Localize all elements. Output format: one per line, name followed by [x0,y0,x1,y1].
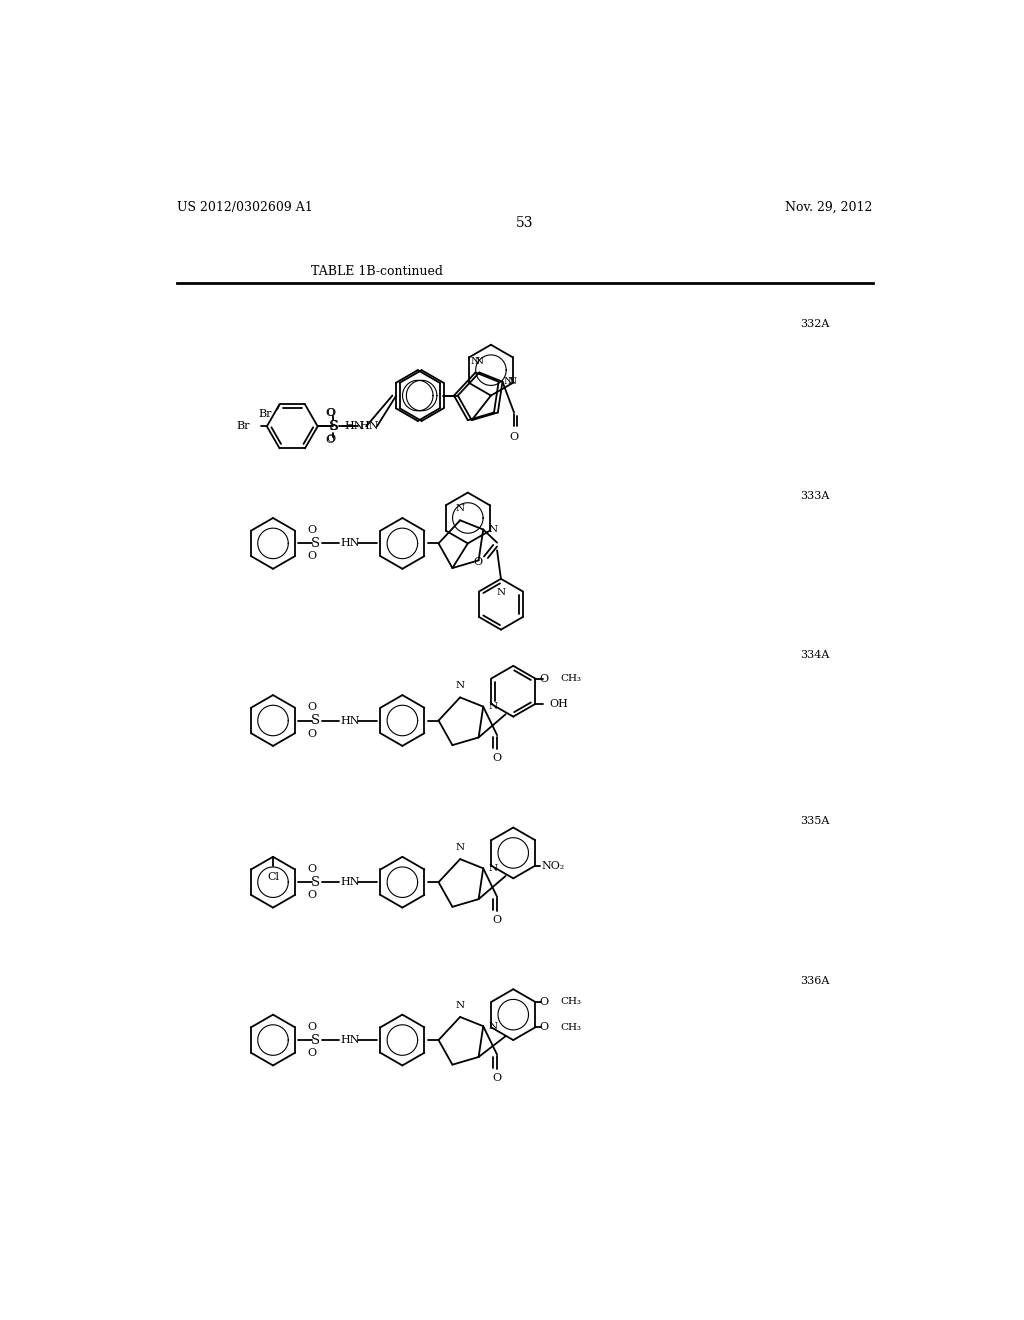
Text: O: O [539,673,548,684]
Text: O: O [539,997,548,1007]
Text: S: S [311,1034,319,1047]
Text: O: O [493,915,502,925]
Text: N: N [488,525,498,535]
Text: 332A: 332A [801,319,829,329]
Text: O: O [493,1073,502,1082]
Text: HN: HN [340,878,359,887]
Text: 53: 53 [516,216,534,230]
Text: S: S [311,537,319,550]
Text: O: O [307,525,316,536]
Text: CH₃: CH₃ [560,675,581,682]
Text: N: N [508,378,517,387]
Text: HN: HN [359,421,379,432]
Text: 334A: 334A [801,649,829,660]
Text: N: N [456,504,465,513]
Text: O: O [493,754,502,763]
Text: O: O [326,408,335,417]
Text: N: N [456,1001,465,1010]
Text: O: O [307,552,316,561]
Text: O: O [307,865,316,874]
Text: N: N [503,378,512,387]
Text: S: S [311,714,319,727]
Text: OH: OH [549,700,568,709]
Text: Nov. 29, 2012: Nov. 29, 2012 [785,201,872,214]
Text: O: O [307,702,316,713]
Text: O: O [473,557,482,566]
Text: O: O [307,729,316,739]
Text: 336A: 336A [801,975,829,986]
Text: O: O [510,432,518,442]
Text: HN: HN [340,715,359,726]
Text: N: N [497,589,506,597]
Text: N: N [488,1022,498,1031]
Text: Br: Br [237,421,250,432]
Text: N: N [456,681,465,690]
Text: O: O [539,1023,548,1032]
Text: S: S [330,420,339,433]
Text: N: N [456,843,465,853]
Text: HN: HN [340,1035,359,1045]
Text: CH₃: CH₃ [560,998,581,1006]
Text: N: N [475,356,484,366]
Text: CH₃: CH₃ [560,1023,581,1032]
Text: N: N [488,702,498,711]
Text: US 2012/0302609 A1: US 2012/0302609 A1 [177,201,312,214]
Text: N: N [488,863,498,873]
Text: HN: HN [344,421,364,432]
Text: O: O [326,436,335,445]
Text: O: O [307,1022,316,1032]
Text: Cl: Cl [267,873,279,882]
Text: TABLE 1B-continued: TABLE 1B-continued [311,264,443,277]
Text: S: S [329,420,338,433]
Text: O: O [327,408,335,418]
Text: O: O [307,890,316,900]
Text: O: O [307,1048,316,1059]
Text: O: O [327,434,335,445]
Text: 335A: 335A [801,816,829,825]
Text: Br: Br [258,409,271,418]
Text: 333A: 333A [801,491,829,500]
Text: NO₂: NO₂ [542,861,564,871]
Text: HN: HN [340,539,359,548]
Text: S: S [311,875,319,888]
Text: N: N [471,358,480,367]
